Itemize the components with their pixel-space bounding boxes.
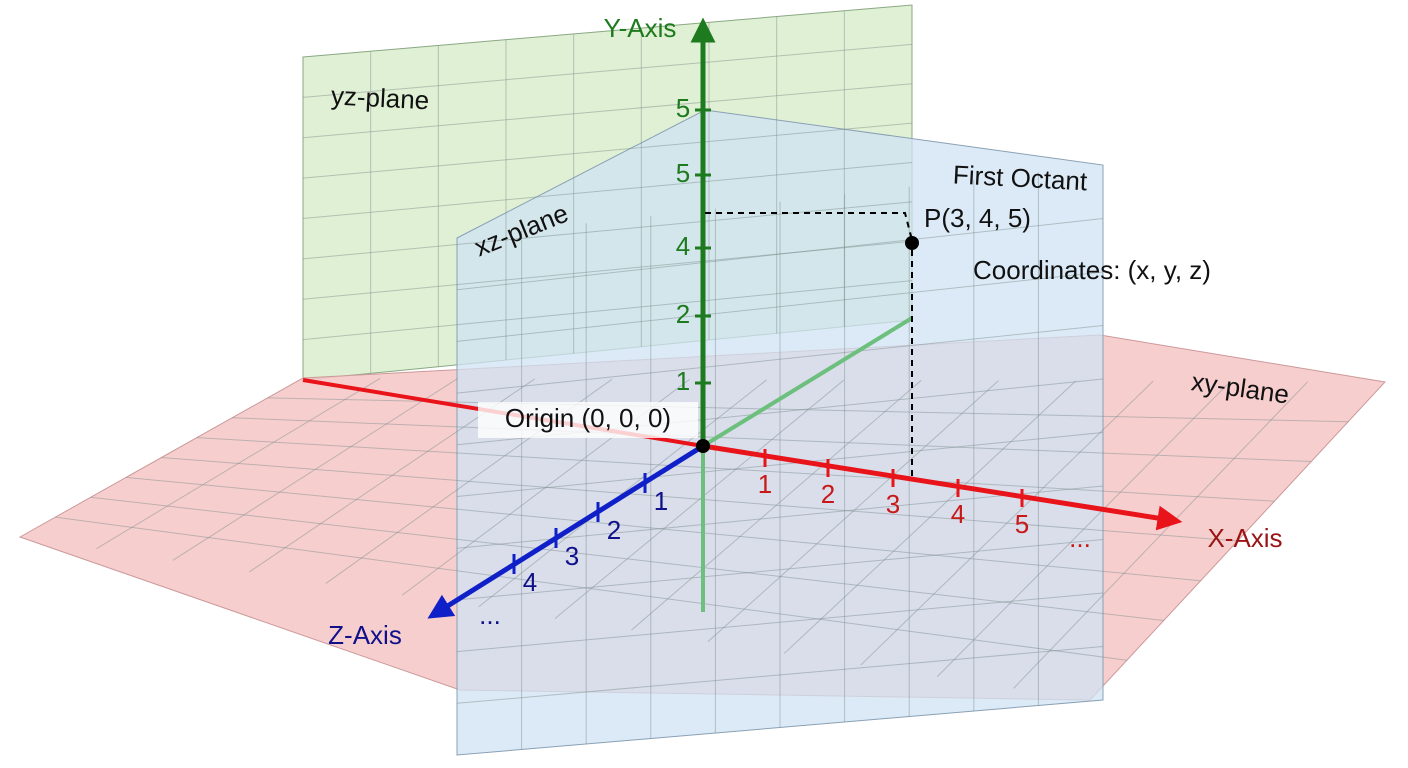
x-tick-label: 3 — [886, 489, 900, 519]
grid-line — [783, 380, 1077, 654]
grid-line — [196, 437, 1275, 502]
y-tick-label: 2 — [676, 299, 690, 329]
z-tick-label: 3 — [565, 541, 579, 571]
y-axis-label: Y-Axis — [604, 13, 677, 43]
z-tick-label: 4 — [523, 567, 537, 597]
grid-line — [456, 325, 1104, 394]
x-tick-label: 1 — [758, 469, 772, 499]
xz-plane — [456, 109, 1104, 756]
x-axis — [702, 443, 1183, 531]
grid-line — [456, 271, 1104, 342]
grid-line — [707, 380, 999, 643]
grid-line — [232, 417, 1312, 462]
point-label: P(3, 4, 5) — [924, 203, 1031, 233]
projection-line — [701, 316, 914, 448]
point — [905, 236, 919, 250]
grid-line — [456, 432, 1104, 497]
grid-line — [90, 496, 1164, 621]
coordinates-label: Coordinates: (x, y, z) — [973, 255, 1211, 285]
x-axis-label: X-Axis — [1207, 523, 1282, 553]
grid-line — [554, 379, 845, 619]
z-tick-label: ... — [479, 600, 501, 630]
z-tick-label: 2 — [607, 515, 621, 545]
x-tick-label: 5 — [1015, 509, 1029, 539]
grid-line — [302, 122, 913, 179]
grid-line — [456, 485, 1104, 549]
grid-line — [456, 646, 1104, 704]
grid-line — [302, 240, 913, 300]
grid-line — [172, 378, 458, 561]
grid-line — [631, 379, 922, 631]
y-tick-label: 1 — [676, 366, 690, 396]
grid-line — [55, 516, 1127, 661]
y-tick-label: 5 — [676, 93, 690, 123]
grid-line — [126, 476, 1201, 582]
z-axis-label: Z-Axis — [328, 620, 402, 650]
grid-line — [478, 379, 768, 608]
yz-plane-label: yz-plane — [330, 80, 430, 115]
grid-line — [302, 162, 913, 219]
grid-line — [302, 83, 913, 139]
x-tick-label: 4 — [951, 499, 965, 529]
grid-line — [96, 377, 381, 550]
grid-line — [936, 381, 1231, 678]
grid-line — [456, 592, 1104, 653]
x-tick-label: ... — [1069, 523, 1091, 553]
origin-label-bg — [478, 402, 698, 438]
dashed-line — [705, 212, 913, 241]
grid-line — [302, 201, 913, 260]
grid — [55, 10, 1349, 750]
grid-line — [860, 380, 1154, 666]
grid-line — [302, 280, 913, 341]
grid-line — [302, 43, 913, 98]
origin-point — [696, 439, 710, 453]
origin-label: Origin (0, 0, 0) — [505, 403, 671, 433]
grid-line — [456, 539, 1104, 601]
x-tick-label: 2 — [821, 479, 835, 509]
grid-line — [1013, 381, 1309, 689]
grid-line — [161, 457, 1238, 542]
grid-line — [456, 218, 1104, 291]
z-axis — [427, 443, 705, 619]
z-tick-label: 1 — [654, 486, 668, 516]
first-octant-label: First Octant — [952, 159, 1089, 196]
y-tick-label: 4 — [676, 231, 690, 261]
y-tick-label: 5 — [676, 158, 690, 188]
